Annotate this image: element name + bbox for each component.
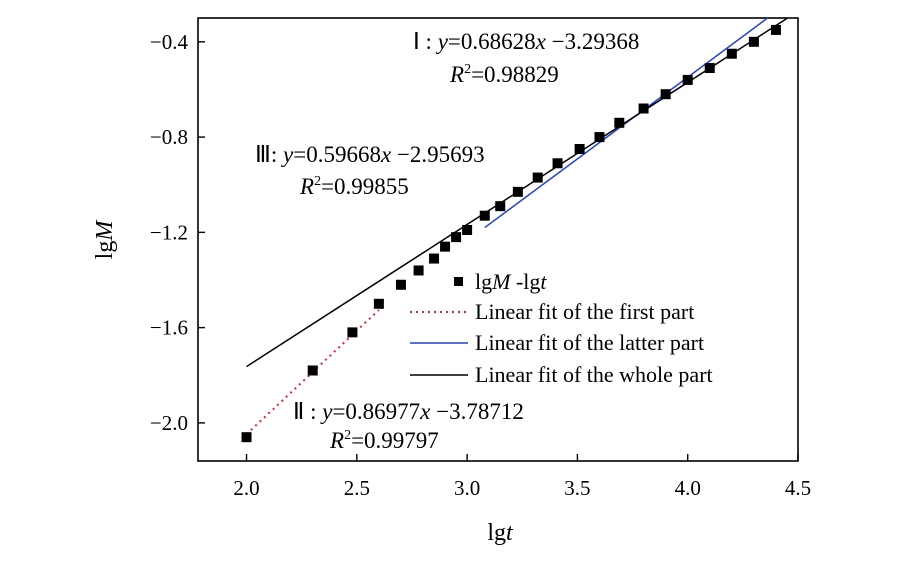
legend-label-points: lgM -lgt [475,269,547,294]
data-point [726,48,737,59]
x-tick-label: 2.0 [233,476,259,500]
data-point [682,74,693,85]
svg-text:R2=0.99797: R2=0.99797 [329,428,439,453]
data-point [429,253,440,264]
data-point [479,210,490,221]
data-point [614,117,625,128]
data-points [241,24,781,443]
data-point [638,103,649,114]
legend: lgM -lgt Linear fit of the first part Li… [410,269,713,387]
svg-text:Ⅰ : y=0.68628x −3.29368: Ⅰ : y=0.68628x −3.29368 [413,29,639,54]
data-point [373,298,384,309]
data-point [704,63,715,74]
plot-area [197,17,799,462]
axis-ticks: 2.0 2.5 3.0 3.5 4.0 4.5 −0.4 −0.8 −1.2 −1.6 −2.0 [150,30,811,500]
x-tick-label: 4.0 [675,476,701,500]
legend-label-whole: Linear fit of the whole part [475,362,713,387]
data-point [307,365,318,376]
data-point [660,89,671,100]
annotation-fit-whole: Ⅲ: y=0.59668x −2.95693 R2=0.99855 [255,142,485,199]
data-point [495,201,506,212]
annotation-fit-latter: Ⅰ : y=0.68628x −3.29368 R2=0.98829 [413,29,639,87]
annotation-fit-first: Ⅱ : y=0.86977x −3.78712 R2=0.99797 [293,399,524,453]
data-point [512,186,523,197]
data-point [552,158,563,169]
data-point [462,224,473,235]
data-point [574,143,585,154]
x-tick-label: 2.5 [344,476,370,500]
svg-text:Ⅱ : y=0.86977x −3.78712: Ⅱ : y=0.86977x −3.78712 [293,399,524,424]
y-axis-title: lgM [92,219,118,260]
data-point [440,241,451,252]
svg-text:Ⅲ: y=0.59668x −2.95693: Ⅲ: y=0.59668x −2.95693 [255,142,485,167]
legend-label-latter: Linear fit of the latter part [475,330,704,355]
y-tick-label: −0.4 [150,30,189,54]
y-tick-label: −1.2 [150,220,188,244]
data-point [347,327,358,338]
y-tick-label: −0.8 [150,125,188,149]
x-tick-label: 4.5 [785,476,811,500]
svg-text:R2=0.98829: R2=0.98829 [449,62,559,87]
x-tick-label: 3.5 [564,476,590,500]
legend-label-first: Linear fit of the first part [475,299,694,324]
data-point [241,432,252,443]
data-point [395,279,406,290]
y-tick-label: −2.0 [150,411,188,435]
data-point [413,265,424,276]
data-point [770,24,781,35]
data-point [748,36,759,47]
x-tick-label: 3.0 [454,476,480,500]
x-axis-title: lgt [487,520,514,546]
data-point [532,172,543,183]
data-point [451,232,462,243]
legend-marker-points [454,277,463,286]
svg-text:R2=0.99855: R2=0.99855 [299,174,409,199]
y-tick-label: −1.6 [150,316,188,340]
data-point [594,132,605,143]
